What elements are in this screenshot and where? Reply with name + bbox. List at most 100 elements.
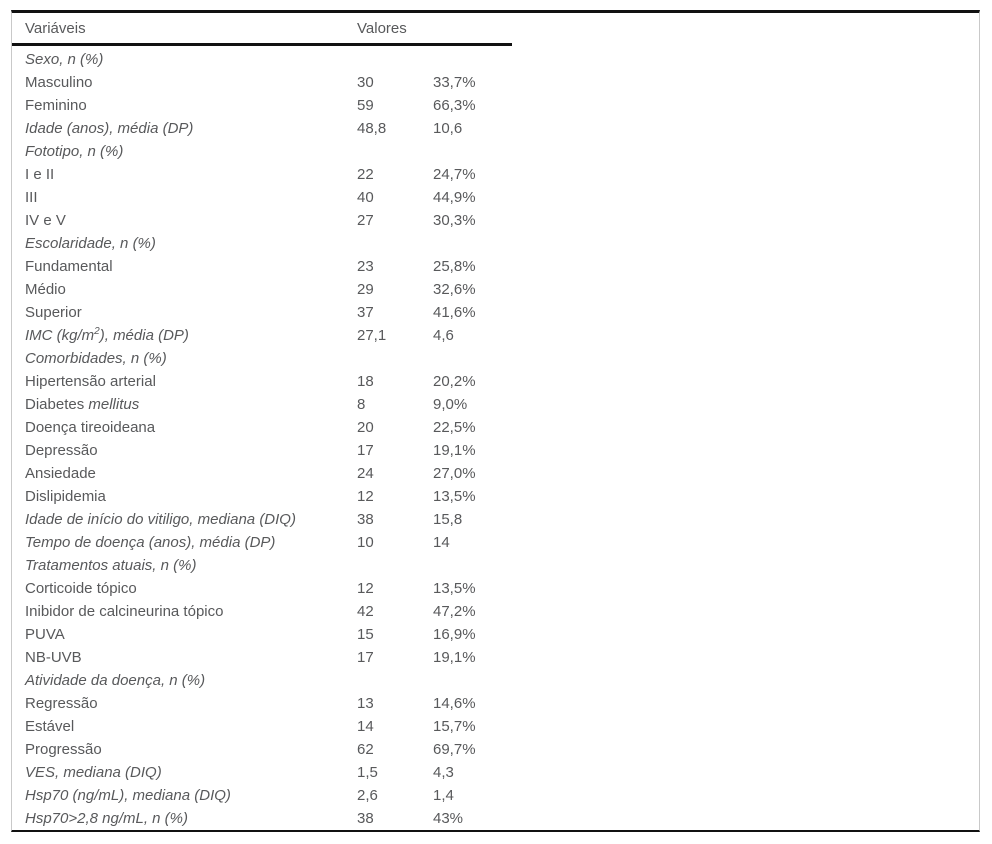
row-label: Progressão [12,738,357,761]
table-row: Inibidor de calcineurina tópico 42 47,2% [12,600,979,623]
table-row: Hipertensão arterial 18 20,2% [12,370,979,393]
row-pct-value: 13,5% [433,580,476,597]
row-pct-value: 27,0% [433,465,476,482]
row-pct-value: 10,6 [433,120,463,137]
row-label: Inibidor de calcineurina tópico [12,600,357,623]
row-n-value: 20 [357,419,374,436]
row-pct-value: 14,6% [433,695,476,712]
row-label: Tempo de doença (anos), média (DP) [12,531,357,554]
row-label: Tratamentos atuais, n (%) [12,554,357,577]
row-pct-value: 33,7% [433,74,476,91]
label-segment: Doença tireoideana [25,419,156,436]
row-label: Dislipidemia [12,485,357,508]
label-segment: Depressão [25,442,98,459]
row-label: Fototipo, n (%) [12,140,357,163]
row-n-value [357,48,433,71]
table-row: IV e V 27 30,3% [12,209,979,232]
table-row: III 40 44,9% [12,186,979,209]
row-pct-value [433,554,979,577]
row-pct-value: 19,1% [433,649,476,666]
row-n-value [357,347,433,370]
row-pct-value: 15,7% [433,718,476,735]
table-row: I e II 22 24,7% [12,163,979,186]
row-pct-value: 44,9% [433,189,476,206]
label-segment: Regressão [25,695,98,712]
row-pct-value: 4,3 [433,764,454,781]
row-label: Diabetes mellitus [12,393,357,416]
label-segment: Comorbidades, n (%) [25,350,167,367]
table-row: Sexo, n (%) [12,48,979,71]
row-pct-value: 22,5% [433,419,476,436]
row-pct-value: 47,2% [433,603,476,620]
row-n-value: 40 [357,189,374,206]
table-row: Estável 14 15,7% [12,715,979,738]
row-label: Médio [12,278,357,301]
row-label: Regressão [12,692,357,715]
row-n-value: 13 [357,695,374,712]
row-n-value: 23 [357,258,374,275]
row-label: Superior [12,301,357,324]
label-segment: Tratamentos atuais, n (%) [25,557,197,574]
table-body: Sexo, n (%) Masculino 30 33,7% Feminino 59 66,… [12,46,979,830]
label-segment: Tempo de doença (anos), média (DP) [25,534,276,551]
row-label: Atividade da doença, n (%) [12,669,357,692]
row-pct-value: 69,7% [433,741,476,758]
row-label: III [12,186,357,209]
row-pct-value: 30,3% [433,212,476,229]
label-segment: Idade (anos), média (DP) [25,120,194,137]
row-pct-value: 19,1% [433,442,476,459]
table-row: Hsp70 (ng/mL), mediana (DIQ) 2,6 1,4 [12,784,979,807]
table-row: Masculino 30 33,7% [12,71,979,94]
table-row: Fundamental 23 25,8% [12,255,979,278]
row-pct-value: 16,9% [433,626,476,643]
label-segment: VES, mediana (DIQ) [25,764,162,781]
label-segment: mellitus [88,396,140,413]
row-pct-value [433,669,979,692]
row-label: Hsp70 (ng/mL), mediana (DIQ) [12,784,357,807]
row-n-value: 37 [357,304,374,321]
row-n-value [357,554,433,577]
row-pct-value [433,48,979,71]
row-pct-value: 43% [433,810,464,827]
table-row: Tratamentos atuais, n (%) [12,554,979,577]
row-label: Estável [12,715,357,738]
row-pct-value: 24,7% [433,166,476,183]
label-segment: PUVA [25,626,65,643]
label-segment: Idade de início do vitiligo, mediana (DI… [25,511,296,528]
row-label: I e II [12,163,357,186]
row-n-value: 48,8 [357,120,387,137]
row-label: PUVA [12,623,357,646]
row-n-value: 10 [357,534,374,551]
table-row: Atividade da doença, n (%) [12,669,979,692]
label-segment: Hsp70>2,8 ng/mL, n (%) [25,810,189,827]
row-n-value: 24 [357,465,374,482]
label-segment: Ansiedade [25,465,96,482]
row-n-value: 62 [357,741,374,758]
label-segment: IMC (kg/m [25,327,95,344]
table-row: Escolaridade, n (%) [12,232,979,255]
row-label: Feminino [12,94,357,117]
row-pct-value: 25,8% [433,258,476,275]
row-pct-value: 4,6 [433,327,454,344]
row-label: Idade de início do vitiligo, mediana (DI… [12,508,357,531]
row-pct-value: 66,3% [433,97,476,114]
table-row: Regressão 13 14,6% [12,692,979,715]
row-label: Depressão [12,439,357,462]
table-row: NB-UVB 17 19,1% [12,646,979,669]
row-n-value: 27,1 [357,327,387,344]
row-n-value: 27 [357,212,374,229]
row-label: Ansiedade [12,462,357,485]
table-row: Superior 37 41,6% [12,301,979,324]
row-label: NB-UVB [12,646,357,669]
table-row: Corticoide tópico 12 13,5% [12,577,979,600]
label-segment: Corticoide tópico [25,580,137,597]
table-row: Ansiedade 24 27,0% [12,462,979,485]
row-label: Sexo, n (%) [12,48,357,71]
label-superscript: 2 [94,326,100,337]
label-segment: Diabetes [25,396,89,413]
table-row: Idade de início do vitiligo, mediana (DI… [12,508,979,531]
row-n-value: 14 [357,718,374,735]
row-n-value: 12 [357,488,374,505]
row-pct-value: 1,4 [433,787,454,804]
